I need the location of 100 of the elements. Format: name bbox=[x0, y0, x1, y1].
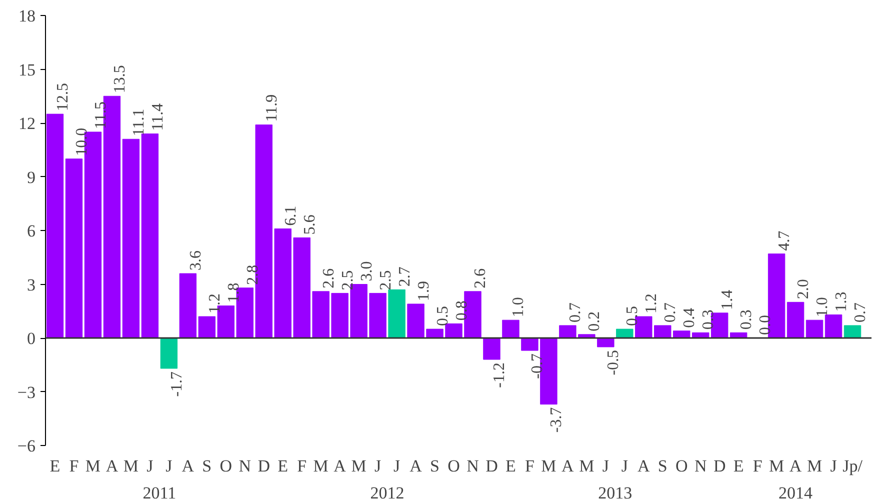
x-tick-label: S bbox=[658, 456, 668, 476]
y-tick-label: −6 bbox=[17, 436, 36, 456]
x-tick-label: Jp/ bbox=[842, 456, 863, 476]
x-tick-label: F bbox=[69, 456, 79, 476]
x-tick-label: J bbox=[166, 456, 173, 476]
bar bbox=[46, 114, 64, 338]
bar bbox=[483, 338, 500, 360]
data-label: 13.5 bbox=[111, 65, 128, 94]
data-label: 11.4 bbox=[149, 103, 166, 131]
x-tick-label: O bbox=[675, 456, 688, 476]
data-label: 11.5 bbox=[92, 102, 110, 129]
x-tick-label: A bbox=[182, 456, 195, 476]
bar bbox=[616, 328, 634, 338]
data-label: 0.7 bbox=[567, 302, 584, 322]
text: 2013 bbox=[598, 484, 632, 501]
data-label: 5.6 bbox=[301, 214, 318, 235]
x-tick-label: J bbox=[621, 456, 628, 476]
data-label: 0.0 bbox=[757, 315, 774, 335]
x-tick-label: A bbox=[562, 456, 575, 476]
x-tick-label: A bbox=[638, 456, 650, 476]
x-tick-label: J bbox=[602, 456, 610, 476]
x-tick-label: M bbox=[351, 456, 366, 476]
x-tick-label: S bbox=[430, 456, 440, 476]
bar bbox=[786, 302, 804, 338]
x-tick-label: O bbox=[448, 456, 460, 476]
data-label: 12.5 bbox=[54, 83, 72, 112]
bar bbox=[388, 289, 406, 338]
data-label: 2.6 bbox=[320, 268, 338, 288]
x-tick-label: D bbox=[486, 456, 498, 476]
data-label: 2.6 bbox=[472, 268, 490, 288]
data-label: 1.9 bbox=[415, 280, 432, 301]
x-tick-label: J bbox=[374, 456, 382, 476]
x-tick-label: F bbox=[752, 456, 762, 476]
x-tick-label: E bbox=[506, 456, 516, 476]
x-tick-label: A bbox=[789, 456, 802, 476]
data-label: 3.0 bbox=[358, 261, 376, 282]
x-tick-label: M bbox=[313, 456, 328, 476]
data-label: 0.2 bbox=[586, 311, 604, 332]
data-label: 1.3 bbox=[833, 292, 850, 312]
data-label: 1.8 bbox=[225, 282, 242, 303]
x-tick-label: J bbox=[146, 456, 154, 476]
x-tick-label: N bbox=[694, 456, 707, 476]
data-label: -1.7 bbox=[168, 371, 186, 397]
data-label: 1.0 bbox=[814, 297, 832, 318]
x-tick-label: E bbox=[50, 456, 60, 476]
x-tick-label: D bbox=[713, 456, 726, 476]
x-tick-label: O bbox=[220, 456, 232, 476]
bar bbox=[122, 138, 140, 338]
bar bbox=[502, 320, 520, 338]
x-tick-label: A bbox=[410, 456, 423, 476]
data-label: -0.5 bbox=[605, 350, 622, 376]
bar bbox=[806, 320, 824, 338]
y-tick-label: 15 bbox=[18, 60, 36, 80]
x-tick-label: M bbox=[806, 456, 822, 476]
data-label: 11.9 bbox=[263, 94, 280, 122]
data-label: 2.8 bbox=[244, 264, 262, 285]
x-tick-label: N bbox=[466, 456, 479, 476]
y-tick-label: 6 bbox=[27, 222, 36, 240]
x-tick-label: E bbox=[733, 456, 744, 476]
x-tick-label: A bbox=[106, 456, 119, 476]
x-tick-label: F bbox=[524, 456, 534, 476]
data-label: 2.7 bbox=[396, 266, 414, 287]
data-label: 1.0 bbox=[510, 297, 528, 318]
bar bbox=[160, 338, 178, 369]
data-label: 0.5 bbox=[624, 306, 642, 326]
x-tick-label: A bbox=[334, 456, 347, 476]
bar bbox=[824, 314, 842, 338]
data-label: -0.7 bbox=[529, 354, 546, 379]
data-label: 4.7 bbox=[776, 230, 794, 251]
x-tick-label: E bbox=[278, 456, 288, 476]
data-label: 0.7 bbox=[852, 302, 870, 322]
data-label: 0.5 bbox=[434, 306, 452, 326]
data-label: 1.4 bbox=[719, 290, 736, 310]
y-tick-label: 9 bbox=[27, 168, 36, 187]
bar bbox=[141, 134, 159, 338]
data-label: 10.0 bbox=[73, 128, 90, 156]
text: 2014 bbox=[778, 484, 814, 501]
x-tick-label: M bbox=[85, 456, 101, 476]
data-label: 0.4 bbox=[681, 308, 698, 328]
data-label: 0.3 bbox=[738, 310, 756, 330]
x-tick-label: M bbox=[541, 456, 556, 476]
data-label: 0.7 bbox=[662, 302, 680, 322]
y-tick-label: 12 bbox=[18, 114, 36, 133]
x-tick-label: M bbox=[769, 456, 784, 476]
data-label: 11.1 bbox=[130, 108, 148, 136]
y-tick-label: 3 bbox=[27, 275, 36, 294]
x-tick-label: M bbox=[579, 456, 594, 476]
data-label: 2.5 bbox=[377, 270, 394, 290]
data-label: 6.1 bbox=[282, 206, 300, 226]
data-label: -3.7 bbox=[548, 407, 566, 433]
data-label: 3.6 bbox=[187, 250, 204, 270]
data-label: 0.8 bbox=[453, 300, 470, 321]
data-label: 2.0 bbox=[795, 279, 812, 300]
data-label: 1.2 bbox=[206, 294, 224, 314]
text: 2011 bbox=[142, 484, 176, 501]
x-tick-label: J bbox=[830, 456, 838, 476]
data-label: 0.3 bbox=[700, 310, 718, 330]
data-label: 2.5 bbox=[339, 270, 356, 290]
x-tick-label: M bbox=[123, 456, 139, 476]
x-tick-label: F bbox=[297, 456, 307, 476]
